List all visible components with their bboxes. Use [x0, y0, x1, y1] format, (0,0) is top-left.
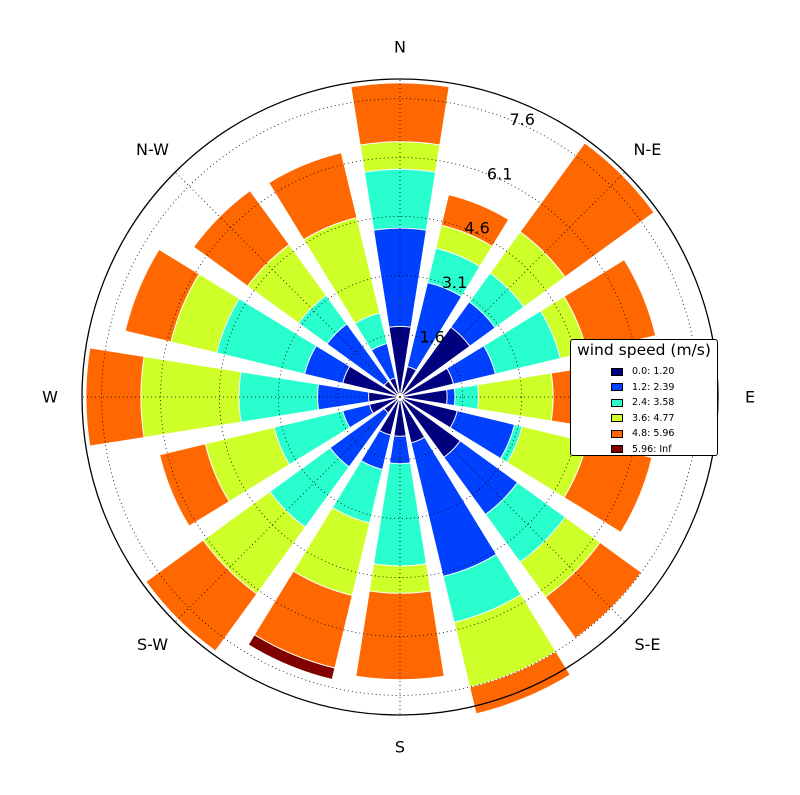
direction-label-s: S: [395, 738, 405, 757]
direction-label-w: W: [42, 388, 58, 407]
bar-w-nw-bin-0: [342, 365, 401, 398]
bar-n-bin-0: [388, 325, 412, 398]
legend-label: 2.4: 3.58: [632, 397, 675, 409]
legend-swatch: [611, 414, 623, 423]
bar-n-w-bin-1: [326, 323, 401, 398]
radial-tick-label-1: 3.1: [442, 273, 467, 292]
radial-tick-label-4: 7.6: [509, 110, 534, 129]
direction-label-e: E: [745, 388, 755, 407]
bar-s-bin-0: [393, 396, 407, 437]
bar-n-nw-bin-0: [389, 377, 401, 398]
legend-swatch: [611, 445, 623, 454]
direction-label-n-w: N-W: [136, 140, 169, 159]
legend-title: wind speed (m/s): [577, 341, 711, 359]
bar-n-ne-bin-1: [399, 281, 463, 398]
legend-item: 1.2: 2.39: [611, 380, 717, 396]
radial-tick-label-0: 1.6: [419, 327, 444, 346]
bar-w-bin-0: [368, 391, 401, 403]
label-layer: N N-E E S-E S S-W W N-W 1.6 3.1 4.6 6.1 7.6: [42, 38, 755, 757]
legend-swatch: [611, 398, 623, 407]
legend-label: 4.8: 5.96: [632, 428, 675, 440]
legend-item: 2.4: 3.58: [611, 395, 717, 411]
legend-label: 0.0: 1.20: [632, 366, 675, 378]
direction-label-n-e: N-E: [634, 140, 662, 159]
direction-label-s-w: S-W: [137, 635, 168, 654]
bar-e-bin-0: [399, 389, 448, 405]
bar-w-bin-1: [317, 383, 401, 411]
direction-label-n: N: [394, 38, 406, 57]
grid-spoke-5: [174, 396, 401, 623]
radial-tick-label-2: 4.6: [464, 219, 489, 238]
legend-item: 5.96: Inf: [611, 442, 717, 458]
grid-ring-0: [336, 333, 464, 461]
grid-spoke-7: [174, 171, 401, 398]
grid-layer: [82, 79, 718, 715]
legend-swatch: [611, 367, 623, 376]
bar-layer: [85, 82, 657, 715]
bar-s-se-bin-0: [399, 396, 426, 444]
grid-spoke-1: [399, 171, 626, 398]
grid-ring-1: [277, 274, 523, 520]
bar-e-se-bin-0: [399, 396, 458, 429]
legend-label: 1.2: 2.39: [632, 381, 675, 393]
legend: wind speed (m/s) 0.0: 1.20 1.2: 2.39 2.4: …: [570, 339, 718, 456]
bar-e-ne-bin-0: [399, 367, 455, 398]
legend-label: 3.6: 4.77: [632, 412, 675, 424]
grid-spoke-3: [399, 396, 626, 623]
bar-s-se-bin-1: [399, 396, 498, 578]
legend-item: 3.6: 4.77: [611, 411, 717, 427]
legend-items: 0.0: 1.20 1.2: 2.39 2.4: 3.58 3.6: 4.77 4.8:…: [611, 364, 717, 457]
legend-swatch: [611, 383, 623, 392]
legend-label: 5.96: Inf: [632, 443, 672, 455]
legend-item: 0.0: 1.20: [611, 364, 717, 380]
direction-label-s-e: S-E: [634, 635, 660, 654]
radial-tick-label-3: 6.1: [487, 164, 512, 183]
legend-item: 4.8: 5.96: [611, 426, 717, 442]
bar-n-ne-bin-0: [399, 365, 418, 398]
bar-w-sw-bin-0: [368, 396, 401, 415]
legend-swatch: [611, 429, 623, 438]
outer-boundary: [81, 78, 719, 716]
bar-s-sw-bin-0: [378, 396, 401, 436]
